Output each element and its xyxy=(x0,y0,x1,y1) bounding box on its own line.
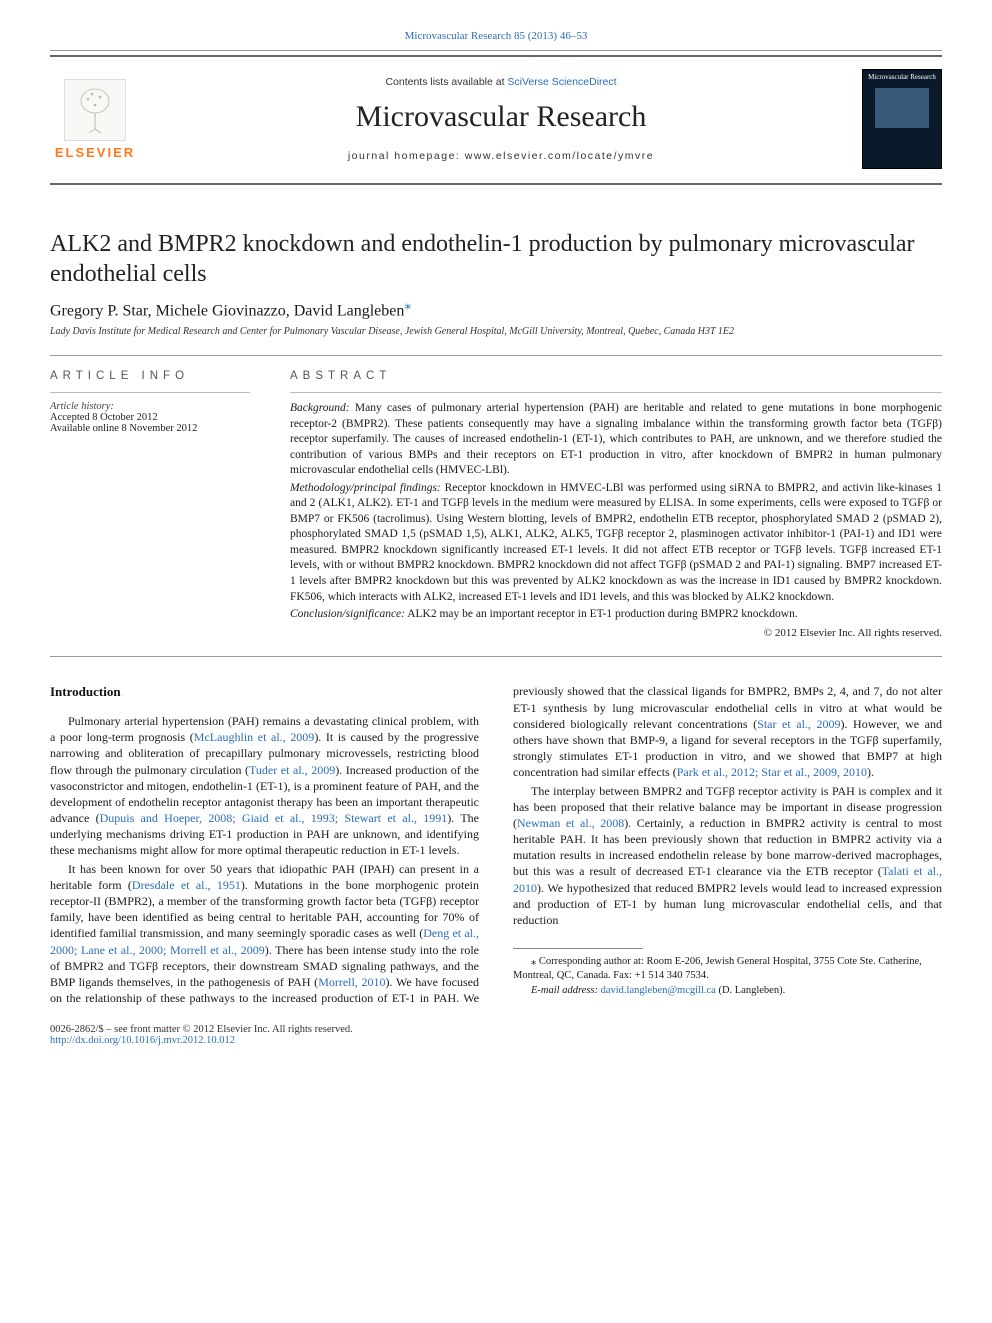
doi-link[interactable]: http://dx.doi.org/10.1016/j.mvr.2012.10.… xyxy=(50,1035,235,1046)
ref-link[interactable]: McLaughlin et al., 2009 xyxy=(194,730,315,744)
journal-name: Microvascular Research xyxy=(150,100,852,134)
top-citation-link[interactable]: Microvascular Research 85 (2013) 46–53 xyxy=(405,30,588,42)
journal-header: ELSEVIER Contents lists available at Sci… xyxy=(50,55,942,185)
intro-para-1: Pulmonary arterial hypertension (PAH) re… xyxy=(50,713,479,859)
article-info: ARTICLE INFO Article history: Accepted 8… xyxy=(50,370,250,640)
contents-list-line: Contents lists available at SciVerse Sci… xyxy=(150,76,852,88)
elsevier-tree-icon xyxy=(64,79,126,141)
cover-image-icon xyxy=(875,88,929,128)
homepage-url[interactable]: www.elsevier.com/locate/ymvre xyxy=(465,150,654,162)
author-list: Gregory P. Star, Michele Giovinazzo, Dav… xyxy=(50,297,942,320)
rule-abstract xyxy=(290,392,942,393)
corresponding-footnote: ⁎ Corresponding author at: Room E-206, J… xyxy=(513,955,942,982)
journal-cover-thumb: Microvascular Research xyxy=(862,69,942,169)
ref-link[interactable]: Tuder et al., 2009 xyxy=(249,763,335,777)
meta-abstract-row: ARTICLE INFO Article history: Accepted 8… xyxy=(50,370,942,640)
ref-link[interactable]: Newman et al., 2008 xyxy=(517,816,624,830)
intro-para-3: The interplay between BMPR2 and TGFβ rec… xyxy=(513,783,942,929)
publisher-logo: ELSEVIER xyxy=(50,79,140,160)
article-title: ALK2 and BMPR2 knockdown and endothelin-… xyxy=(50,229,942,289)
sciencedirect-link[interactable]: SciVerse ScienceDirect xyxy=(507,76,616,88)
ref-link[interactable]: Morrell, 2010 xyxy=(318,975,385,989)
affiliation: Lady Davis Institute for Medical Researc… xyxy=(50,326,942,337)
history-header: Article history: xyxy=(50,401,250,412)
publisher-name: ELSEVIER xyxy=(55,145,135,160)
header-center: Contents lists available at SciVerse Sci… xyxy=(140,76,862,162)
rule-artinfo xyxy=(50,392,250,393)
footnote-rule xyxy=(513,948,643,949)
rule-top xyxy=(50,50,942,51)
ref-link[interactable]: Park et al., 2012; Star et al., 2009, 20… xyxy=(677,765,867,779)
rule-below-abstract xyxy=(50,656,942,657)
corresponding-mark-link[interactable]: ⁎ xyxy=(404,298,411,313)
history-online: Available online 8 November 2012 xyxy=(50,423,250,434)
ref-link[interactable]: Dresdale et al., 1951 xyxy=(132,878,241,892)
email-footnote: E-mail address: david.langleben@mcgill.c… xyxy=(513,984,942,998)
ref-link[interactable]: Dupuis and Hoeper, 2008; Giaid et al., 1… xyxy=(100,811,448,825)
intro-heading: Introduction xyxy=(50,683,479,701)
abstract-label: ABSTRACT xyxy=(290,370,942,382)
front-matter-line: 0026-2862/$ – see front matter © 2012 El… xyxy=(50,1024,353,1035)
top-citation: Microvascular Research 85 (2013) 46–53 xyxy=(50,30,942,42)
author-email-link[interactable]: david.langleben@mcgill.ca xyxy=(601,985,716,996)
abstract-copyright: © 2012 Elsevier Inc. All rights reserved… xyxy=(290,626,942,641)
history-accepted: Accepted 8 October 2012 xyxy=(50,412,250,423)
page-footer: 0026-2862/$ – see front matter © 2012 El… xyxy=(50,1024,942,1046)
body-text: Introduction Pulmonary arterial hyperten… xyxy=(50,683,942,1006)
ref-link[interactable]: Star et al., 2009 xyxy=(757,717,840,731)
article-info-label: ARTICLE INFO xyxy=(50,370,250,382)
abstract: ABSTRACT Background: Many cases of pulmo… xyxy=(290,370,942,640)
abstract-text: Background: Many cases of pulmonary arte… xyxy=(290,401,942,640)
rule-above-meta xyxy=(50,355,942,356)
journal-homepage: journal homepage: www.elsevier.com/locat… xyxy=(150,150,852,162)
